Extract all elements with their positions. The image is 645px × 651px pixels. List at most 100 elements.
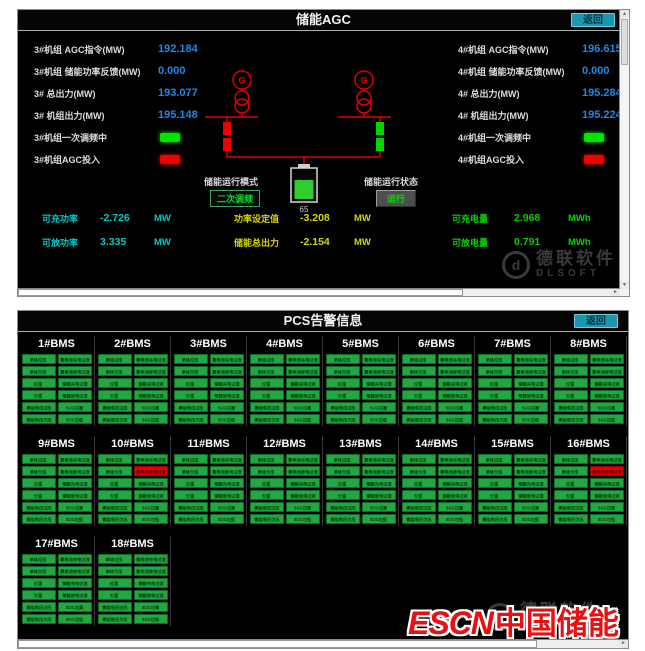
alarm-label: 单体欠压 [486,369,503,375]
escn-logo-en: ESCN [408,605,494,641]
alarm-label: 过温 [110,581,119,587]
pcs-horizontal-scrollbar[interactable]: ► [18,639,628,648]
alarm-label: 单体过压 [486,457,503,463]
alarm-label: 单体过压 [334,457,351,463]
scrollbar-thumb[interactable] [18,640,537,648]
alarm-cell: 模组电压过压 [249,502,284,512]
alarm-label: 欠温 [338,393,347,399]
alarm-label: 簇电池充电过流 [287,357,318,363]
alarm-cell: 簇电池放电过流 [361,466,396,476]
stat-value: 0.791 [514,236,541,248]
alarm-cell: 储能放电过流 [285,390,320,400]
alarm-cell: 簇电池充电过流 [133,554,168,564]
alarm-label: 欠温 [110,393,119,399]
alarm-label: 单体欠压 [106,569,123,575]
unit-data-row: 3# 机组出力(MW) 195.148 [34,104,234,126]
bms-block: 16#BMS 单体过压 簇电池充电过流 单体欠压 簇电池放电过流 过 [551,436,627,526]
alarm-label: 模组电压欠压 [25,417,52,423]
scroll-down-icon[interactable]: ▼ [620,281,629,289]
alarm-label: 储能放电过流 [365,493,392,499]
alarm-cell: 簇电池放电过流 [513,366,548,376]
alarm-label: 单体过压 [182,457,199,463]
running-state-button[interactable]: 运行 [376,190,417,207]
alarm-cell: 簇电池放电过流 [57,466,92,476]
breaker-green-icon [376,122,384,135]
alarm-cell: 储能放电过流 [437,490,472,500]
alarm-label: 模组电压欠压 [101,617,128,623]
bms-cells: 单体过压 簇电池充电过流 单体欠压 簇电池放电过流 过温 [553,354,624,424]
alarm-label: 储能放电过流 [289,493,316,499]
alarm-label: 簇电池放电过流 [59,569,90,575]
unit-row-value: 195.148 [158,109,198,121]
red-led-indicator [584,154,604,164]
scroll-up-icon[interactable]: ▲ [620,10,629,18]
alarm-label: 储能充电过流 [365,481,392,487]
bms-block: 17#BMS 单体过压 簇电池充电过流 单体欠压 簇电池放电过流 过 [19,536,95,626]
alarm-label: SOC过低 [293,517,312,523]
alarm-label: 模组电压欠压 [101,417,128,423]
alarm-label: 模组电压欠压 [101,517,128,523]
alarm-cell: 单体过压 [97,454,132,464]
alarm-label: SOC过低 [65,517,84,523]
pcs-content: 1#BMS 单体过压 簇电池充电过流 单体欠压 簇电池放电过流 过温 [18,332,628,640]
scrollbar-corner [620,289,629,296]
alarm-cell: 模组电压欠压 [477,514,512,524]
bms-cells: 单体过压 簇电池充电过流 单体欠压 簇电池放电过流 过温 [21,554,92,624]
pcs-back-button[interactable]: 返回 [574,314,618,328]
alarm-label: 储能充电过流 [593,381,620,387]
alarm-label: SOC过低 [65,417,84,423]
alarm-label: SOC过低 [293,417,312,423]
bms-block-title: 8#BMS [570,338,607,350]
alarm-label: 储能放电过流 [517,493,544,499]
agc-horizontal-scrollbar[interactable]: ► [18,288,620,296]
alarm-cell: 簇电池充电过流 [361,354,396,364]
alarm-label: 模组电压过压 [405,405,432,411]
charge-power-stats: 可充功率 -2.726 MW 可放功率 3.335 MW [42,206,171,254]
alarm-label: 单体欠压 [258,469,275,475]
alarm-cell: 过温 [97,578,132,588]
alarm-cell: 单体欠压 [173,466,208,476]
scrollbar-thumb[interactable] [621,19,628,65]
secondary-frequency-mode-button[interactable]: 二次调频 [210,190,261,207]
alarm-label: 簇电池放电过流 [591,369,622,375]
bms-cells: 单体过压 簇电池充电过流 单体欠压 簇电池放电过流 过温 [477,354,548,424]
agc-back-button[interactable]: 返回 [571,13,615,27]
alarm-label: 单体欠压 [30,469,47,475]
scrollbar-thumb[interactable] [18,289,464,296]
bms-block: 1#BMS 单体过压 簇电池充电过流 单体欠压 簇电池放电过流 过温 [19,336,95,426]
alarm-cell: SOC过高 [361,402,396,412]
alarm-cell: 簇电池放电过流 [209,466,244,476]
alarm-cell: 储能放电过流 [57,490,92,500]
alarm-cell: SOC过高 [133,502,168,512]
scroll-right-icon[interactable]: ► [619,640,628,648]
alarm-label: 模组电压欠压 [405,417,432,423]
unit-row-label: 4#机组 AGC指令(MW) [458,44,549,55]
alarm-label: 储能充电过流 [517,481,544,487]
alarm-label: 欠温 [566,393,575,399]
alarm-cell: 模组电压欠压 [173,414,208,424]
alarm-label: 过温 [566,481,575,487]
alarm-cell: 储能放电过流 [57,590,92,600]
alarm-cell: 储能放电过流 [513,490,548,500]
alarm-label: 单体欠压 [258,369,275,375]
unit-led-row: 4#机组AGC投入 [458,148,645,170]
alarm-cell: 簇电池充电过流 [361,454,396,464]
bms-block: 3#BMS 单体过压 簇电池充电过流 单体欠压 簇电池放电过流 过温 [171,336,247,426]
alarm-label: 储能放电过流 [61,493,88,499]
alarm-label: 欠温 [262,493,271,499]
scroll-right-icon[interactable]: ► [611,289,620,296]
alarm-label: 模组电压欠压 [253,517,280,523]
alarm-cell: 欠温 [553,390,588,400]
alarm-label: 欠温 [414,493,423,499]
alarm-cell: 储能充电过流 [57,578,92,588]
alarm-cell: 模组电压过压 [97,602,132,612]
alarm-cell: 模组电压欠压 [249,514,284,524]
alarm-cell: 簇电池放电过流 [513,466,548,476]
storage-mode-label: 储能运行模式 [204,177,259,187]
alarm-label: 簇电池充电过流 [211,357,242,363]
alarm-label: 欠温 [414,393,423,399]
bms-cells: 单体过压 簇电池充电过流 单体欠压 簇电池放电过流 过温 [97,454,168,524]
unit-row-value: 0.000 [582,65,610,77]
alarm-cell: 模组电压欠压 [97,614,132,624]
agc-vertical-scrollbar[interactable]: ▲ ▼ [619,10,629,289]
